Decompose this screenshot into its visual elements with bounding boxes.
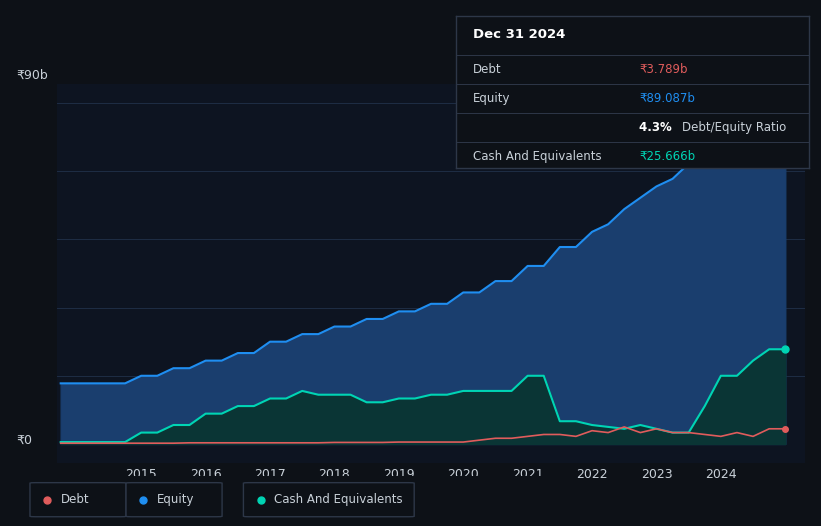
FancyBboxPatch shape — [30, 483, 126, 517]
Text: Debt: Debt — [474, 64, 502, 76]
Text: ₹90b: ₹90b — [16, 69, 48, 82]
Text: ₹89.087b: ₹89.087b — [640, 93, 695, 105]
Text: Cash And Equivalents: Cash And Equivalents — [274, 493, 403, 506]
Text: ₹25.666b: ₹25.666b — [640, 150, 695, 164]
Text: Debt/Equity Ratio: Debt/Equity Ratio — [681, 122, 786, 135]
Text: ₹3.789b: ₹3.789b — [640, 64, 688, 76]
Text: Debt: Debt — [61, 493, 89, 506]
Text: ₹0: ₹0 — [16, 433, 32, 447]
Text: Equity: Equity — [474, 93, 511, 105]
Text: Cash And Equivalents: Cash And Equivalents — [474, 150, 602, 164]
FancyBboxPatch shape — [126, 483, 222, 517]
Text: Dec 31 2024: Dec 31 2024 — [474, 28, 566, 41]
Text: Equity: Equity — [157, 493, 195, 506]
FancyBboxPatch shape — [244, 483, 415, 517]
Text: 4.3%: 4.3% — [640, 122, 677, 135]
